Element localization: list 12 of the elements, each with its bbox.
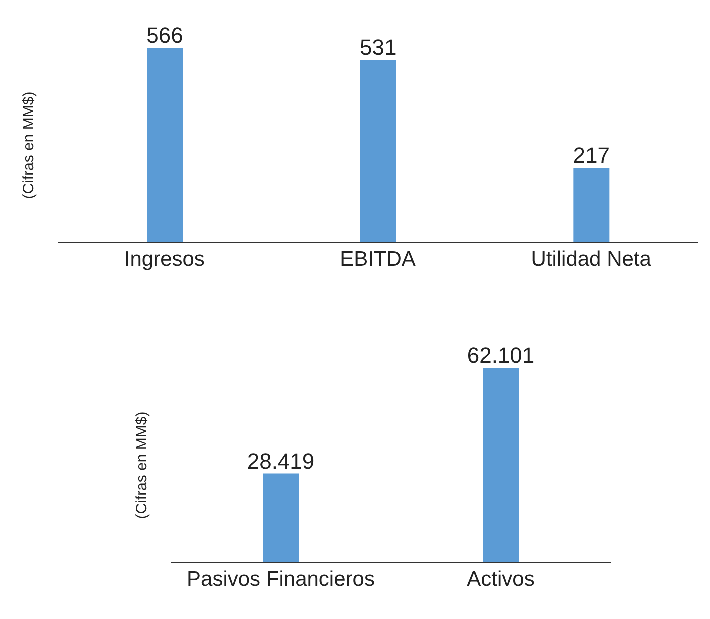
- data-label: 217: [573, 143, 610, 168]
- data-label: 566: [146, 23, 184, 48]
- x-tick-label: Ingresos: [124, 248, 205, 271]
- data-label: 28.419: [247, 448, 315, 474]
- y-axis-title: (Cifras en MM$): [133, 412, 150, 520]
- data-label: 62.101: [467, 343, 535, 368]
- data-label: 531: [360, 35, 397, 60]
- y-axis-title: (Cifras en MM$): [20, 92, 38, 200]
- x-tick-label: Pasivos Financieros: [187, 568, 375, 591]
- x-tick-label: EBITDA: [340, 248, 416, 271]
- x-tick-label: Utilidad Neta: [531, 248, 652, 271]
- x-tick-label: Activos: [467, 568, 535, 591]
